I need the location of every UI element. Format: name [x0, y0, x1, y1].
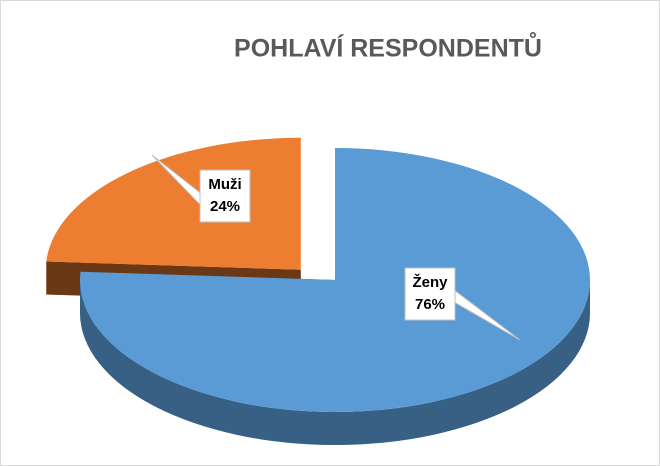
- label-box-cover: [200, 192, 250, 205]
- label-category: Ženy: [412, 273, 448, 291]
- label-category: Muži: [208, 176, 241, 193]
- data-label: Ženy 76%: [404, 267, 521, 341]
- chart-title: POHLAVÍ RESPONDENTŮ: [234, 31, 542, 63]
- pie-slice: [79, 148, 590, 445]
- slice-top: [79, 148, 590, 412]
- label-box-cover: [405, 290, 455, 303]
- slice-side: [80, 280, 590, 445]
- label-value: 76%: [415, 296, 445, 313]
- label-value: 24%: [210, 198, 240, 215]
- data-label: Muži 24%: [151, 154, 251, 223]
- slice-side-shade: [80, 280, 590, 445]
